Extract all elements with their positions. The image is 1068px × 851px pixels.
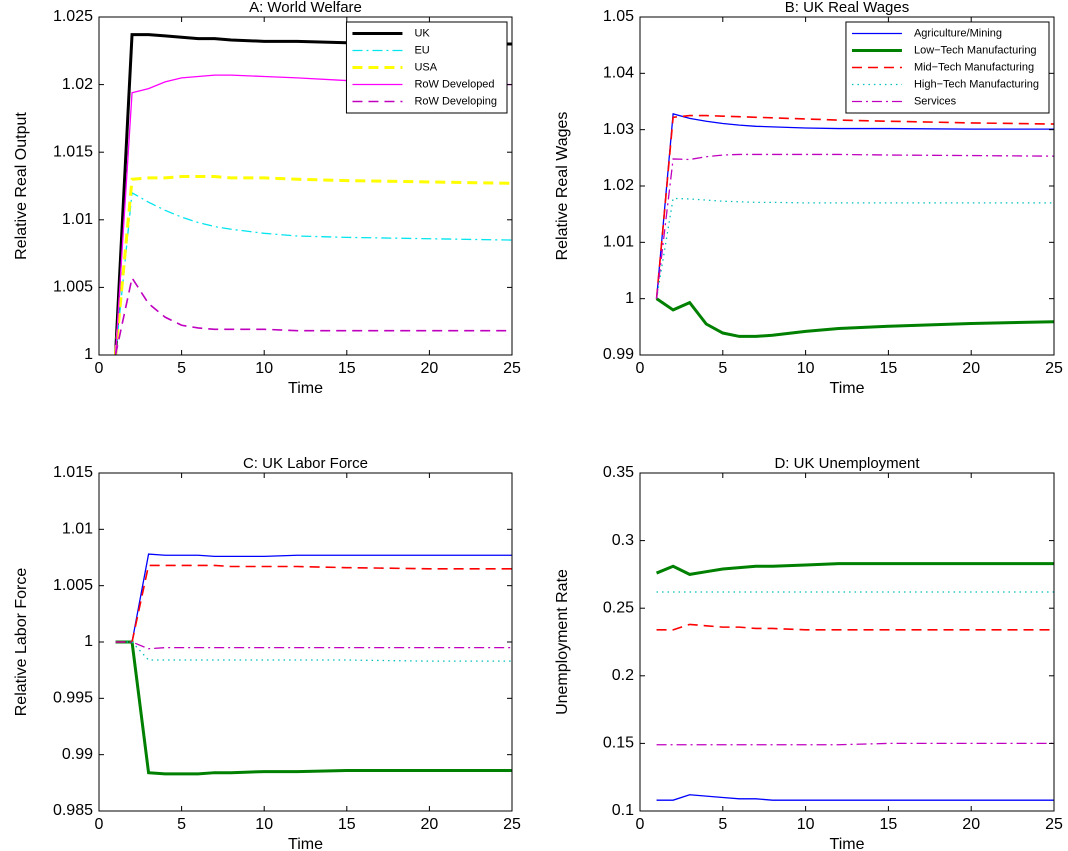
x-tick-label: 15 (338, 816, 356, 833)
y-tick-label: 1.01 (603, 234, 634, 251)
x-tick-label: 15 (880, 816, 898, 833)
x-tick-label: 10 (797, 360, 815, 377)
series-line (115, 641, 512, 650)
x-tick-label: 15 (338, 360, 356, 377)
y-axis-label: Unemployment Rate (554, 569, 571, 715)
x-tick-label: 10 (797, 816, 815, 833)
series-line (656, 794, 1054, 801)
y-axis-label: Relative Labor Force (13, 568, 30, 717)
x-tick-label: 15 (880, 360, 898, 377)
axes-box (98, 16, 513, 356)
series-line (655, 153, 1055, 299)
plot-area (99, 473, 512, 811)
legend-label: EU (414, 44, 429, 56)
chart-title: A: World Welfare (249, 0, 362, 16)
subplot: 0 5 10 15 20 25 0.985 0.99 0.995 1 1.005 1.01 1.015 C… (13, 455, 521, 851)
y-tick-label: 1.01 (62, 521, 93, 538)
legend-label: Mid−Tech Manufacturing (914, 61, 1034, 73)
legend: Agriculture/Mining Low−Tech Manufacturing… (845, 21, 1050, 114)
x-axis-label: Time (288, 836, 323, 851)
x-tick-label: 0 (636, 816, 645, 833)
x-tick-label: 5 (718, 816, 727, 833)
y-tick-label: 0.1 (612, 802, 634, 819)
legend-label: RoW Developed (414, 78, 494, 90)
x-tick-label: 10 (255, 360, 273, 377)
subplot: 0 5 10 15 20 25 0.99 1 1.01 1.02 1.03 1.04 1.05 B: UK… (554, 0, 1063, 397)
y-axis-label: Relative Real Output (13, 112, 30, 260)
y-tick-label: 0.25 (603, 599, 634, 616)
y-axis-label: Relative Real Wages (554, 112, 571, 261)
series-line (656, 623, 1054, 631)
series-line (655, 113, 1054, 299)
series-line (114, 191, 513, 356)
y-tick-label: 0.15 (603, 735, 634, 752)
legend-label: High−Tech Manufacturing (914, 78, 1039, 90)
y-tick-label: 1 (84, 346, 93, 363)
x-tick-label: 20 (421, 360, 439, 377)
y-tick-label: 1 (84, 633, 93, 650)
y-tick-label: 0.2 (612, 667, 634, 684)
y-tick-label: 0.985 (53, 802, 93, 819)
legend-label: RoW Developing (414, 95, 497, 107)
chart-title: D: UK Unemployment (774, 455, 920, 472)
x-tick-label: 20 (421, 816, 439, 833)
legend-label: Services (914, 95, 957, 107)
legend-label: Agriculture/Mining (914, 27, 1002, 39)
y-tick-label: 0.35 (603, 464, 634, 481)
subplot: 0 5 10 15 20 25 0.1 0.15 0.2 0.25 0.3 0.35 D: UK Une… (554, 455, 1063, 851)
y-tick-label: 0.99 (62, 746, 93, 763)
y-tick-label: 1.02 (62, 76, 93, 93)
y-tick-label: 1.01 (62, 211, 93, 228)
x-tick-label: 10 (255, 816, 273, 833)
axes-box (639, 472, 1055, 812)
y-tick-label: 1.015 (53, 464, 93, 481)
x-tick-label: 5 (718, 360, 727, 377)
x-tick-label: 5 (177, 360, 186, 377)
series-line (115, 564, 512, 643)
y-tick-label: 1.025 (53, 8, 93, 25)
y-tick-label: 1.015 (53, 143, 93, 160)
y-tick-label: 1 (625, 290, 634, 307)
y-tick-label: 1.005 (53, 279, 93, 296)
series-line (115, 553, 512, 643)
x-axis-label: Time (288, 380, 323, 397)
y-tick-label: 1.005 (53, 577, 93, 594)
x-tick-label: 0 (95, 360, 104, 377)
legend-box (845, 21, 1050, 114)
y-tick-label: 0.99 (603, 346, 634, 363)
legend-label: USA (414, 61, 437, 73)
legend-label: Low−Tech Manufacturing (914, 44, 1037, 56)
x-tick-label: 25 (1045, 816, 1063, 833)
x-tick-label: 25 (503, 816, 521, 833)
y-tick-label: 1.02 (603, 177, 634, 194)
y-tick-label: 0.995 (53, 690, 93, 707)
series-line (655, 562, 1054, 576)
x-tick-label: 0 (636, 360, 645, 377)
x-tick-label: 20 (962, 816, 980, 833)
series-line (114, 175, 513, 356)
legend-label: UK (414, 27, 430, 39)
x-axis-label: Time (830, 836, 865, 851)
series-line (655, 114, 1055, 299)
chart-title: B: UK Real Wages (785, 0, 910, 16)
series-line (655, 297, 1055, 338)
x-tick-label: 25 (1045, 360, 1063, 377)
plot-area (640, 473, 1054, 811)
y-tick-label: 1.03 (603, 121, 634, 138)
x-axis-label: Time (830, 380, 865, 397)
subplot: 0 5 10 15 20 25 1 1.005 1.01 1.015 1.02 1.025 A: Wor… (13, 0, 521, 397)
x-tick-label: 5 (177, 816, 186, 833)
legend: UK EU USA RoW Developed RoW Developing (345, 21, 508, 114)
series-line (115, 640, 512, 776)
series-line (114, 275, 512, 356)
y-tick-label: 1.04 (603, 65, 634, 82)
chart-title: C: UK Labor Force (243, 455, 368, 472)
y-tick-label: 0.3 (612, 532, 634, 549)
y-tick-label: 1.05 (603, 8, 634, 25)
x-tick-label: 20 (962, 360, 980, 377)
x-tick-label: 25 (503, 360, 521, 377)
x-tick-label: 0 (95, 816, 104, 833)
